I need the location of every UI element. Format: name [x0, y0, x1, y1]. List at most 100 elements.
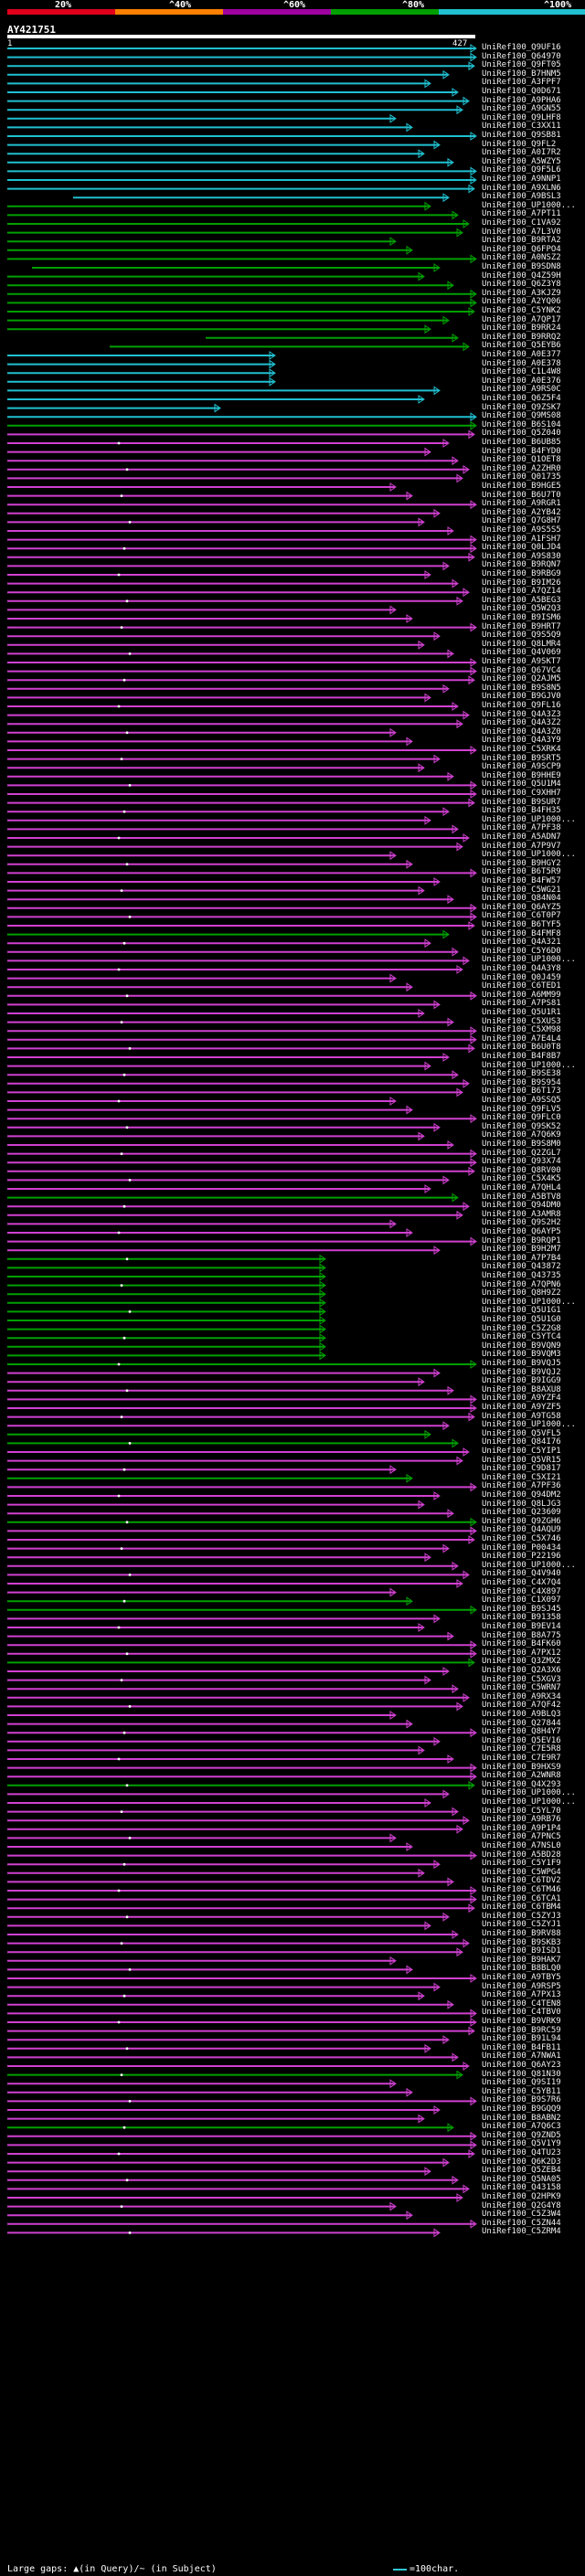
hit-label[interactable]: UniRef100_A9TG58	[482, 1411, 561, 1421]
hit-label[interactable]: UniRef100_C5YL70	[482, 1806, 561, 1816]
hit-label[interactable]: UniRef100_Q9FLC0	[482, 1113, 561, 1123]
hit-label[interactable]: UniRef100_Q9ZGH6	[482, 1516, 561, 1526]
hit-label[interactable]: UniRef100_A9TBY5	[482, 1973, 561, 1982]
hit-label[interactable]: UniRef100_Q9LHF8	[482, 112, 561, 122]
hit-label[interactable]: UniRef100_B9RTA2	[482, 236, 561, 246]
hit-label[interactable]: UniRef100_C5XRK4	[482, 745, 561, 754]
hit-label[interactable]: UniRef100_Q5U1R1	[482, 1008, 561, 1017]
hit-label[interactable]: UniRef100_UP1000...	[482, 1060, 576, 1070]
hit-label[interactable]: UniRef100_C5Z2G8	[482, 1323, 561, 1333]
hit-label[interactable]: UniRef100_Q81N30	[482, 2069, 561, 2079]
hit-label[interactable]: UniRef100_P22196	[482, 1552, 561, 1562]
hit-label[interactable]: UniRef100_Q43735	[482, 1271, 561, 1280]
hit-label[interactable]: UniRef100_A3KJZ9	[482, 288, 561, 298]
hit-label[interactable]: UniRef100_A7NWA1	[482, 2051, 561, 2062]
hit-label[interactable]: UniRef100_B8AXU8	[482, 1384, 561, 1394]
hit-label[interactable]: UniRef100_C4X7Q4	[482, 1578, 561, 1587]
hit-label[interactable]: UniRef100_A7QP17	[482, 314, 561, 324]
hit-label[interactable]: UniRef100_B9SRT5	[482, 753, 561, 763]
hit-label[interactable]: UniRef100_Q6AYZ5	[482, 902, 561, 912]
hit-label[interactable]: UniRef100_Q9FLV5	[482, 1104, 561, 1114]
hit-label[interactable]: UniRef100_A7QHL4	[482, 1183, 561, 1193]
hit-label[interactable]: UniRef100_C5YIP1	[482, 1447, 561, 1456]
hit-label[interactable]: UniRef100_A7P7B4	[482, 1253, 561, 1263]
hit-label[interactable]: UniRef100_Q4TU23	[482, 2148, 561, 2157]
hit-label[interactable]: UniRef100_Q84N04	[482, 894, 561, 904]
hit-label[interactable]: UniRef100_Q67VC4	[482, 665, 561, 675]
hit-label[interactable]: UniRef100_Q5VR15	[482, 1455, 561, 1465]
hit-label[interactable]: UniRef100_B8BLQ0	[482, 1964, 561, 1974]
hit-label[interactable]: UniRef100_A5ADN7	[482, 832, 561, 842]
hit-label[interactable]: UniRef100_Q5EV16	[482, 1735, 561, 1745]
hit-label[interactable]: UniRef100_B4FMF8	[482, 928, 561, 938]
hit-label[interactable]: UniRef100_C5YTC4	[482, 1332, 561, 1342]
hit-label[interactable]: UniRef100_A0E378	[482, 358, 561, 368]
hit-label[interactable]: UniRef100_A7PX13	[482, 1990, 561, 2000]
hit-label[interactable]: UniRef100_Q9SK52	[482, 1121, 561, 1131]
hit-label[interactable]: UniRef100_C5WPG4	[482, 1867, 561, 1877]
hit-label[interactable]: UniRef100_A7PNC5	[482, 1832, 561, 1842]
hit-label[interactable]: UniRef100_B9VQJ5	[482, 1359, 561, 1368]
hit-label[interactable]: UniRef100_C1L4W8	[482, 367, 561, 377]
hit-label[interactable]: UniRef100_Q9SI19	[482, 2078, 561, 2088]
hit-label[interactable]: UniRef100_A9BLQ3	[482, 1710, 561, 1719]
hit-label[interactable]: UniRef100_B91L94	[482, 2034, 561, 2044]
hit-label[interactable]: UniRef100_A5BD28	[482, 1850, 561, 1860]
hit-label[interactable]: UniRef100_C5YNK2	[482, 306, 561, 315]
hit-label[interactable]: UniRef100_C5ZRM4	[482, 2227, 561, 2237]
hit-label[interactable]: UniRef100_Q3ZMX2	[482, 1657, 561, 1667]
hit-label[interactable]: UniRef100_Q4A321	[482, 938, 561, 948]
hit-label[interactable]: UniRef100_C5Y6D0	[482, 946, 561, 956]
hit-label[interactable]: UniRef100_Q9F5L6	[482, 165, 561, 175]
hit-label[interactable]: UniRef100_P00434	[482, 1542, 561, 1553]
hit-label[interactable]: UniRef100_C4TBV0	[482, 2008, 561, 2018]
hit-label[interactable]: UniRef100_B6S104	[482, 419, 561, 429]
hit-label[interactable]: UniRef100_Q4A3Y8	[482, 964, 561, 973]
hit-label[interactable]: UniRef100_A7QZ14	[482, 587, 561, 597]
hit-label[interactable]: UniRef100_B9RQN7	[482, 560, 561, 570]
hit-label[interactable]: UniRef100_A2WNR8	[482, 1771, 561, 1781]
hit-label[interactable]: UniRef100_Q2ZGL7	[482, 1148, 561, 1158]
hit-label[interactable]: UniRef100_Q4V940	[482, 1569, 561, 1579]
hit-label[interactable]: UniRef100_C9D817	[482, 1464, 561, 1474]
hit-label[interactable]: UniRef100_Q43158	[482, 2183, 561, 2193]
hit-label[interactable]: UniRef100_C5YB11	[482, 2086, 561, 2096]
hit-label[interactable]: UniRef100_B7HNM5	[482, 69, 561, 79]
hit-label[interactable]: UniRef100_A7QF42	[482, 1701, 561, 1711]
hit-label[interactable]: UniRef100_UP1000...	[482, 1797, 576, 1807]
hit-label[interactable]: UniRef100_C7E5R8	[482, 1744, 561, 1754]
hit-label[interactable]: UniRef100_A0E377	[482, 350, 561, 359]
hit-label[interactable]: UniRef100_UP1000...	[482, 850, 576, 860]
hit-label[interactable]: UniRef100_Q6FPO4	[482, 244, 561, 254]
hit-label[interactable]: UniRef100_Q6K2D3	[482, 2157, 561, 2167]
hit-label[interactable]: UniRef100_A5BTV8	[482, 1192, 561, 1202]
hit-label[interactable]: UniRef100_B6T173	[482, 1087, 561, 1097]
hit-label[interactable]: UniRef100_Q5W2Q3	[482, 604, 561, 614]
hit-label[interactable]: UniRef100_B9VQN9	[482, 1341, 561, 1351]
hit-label[interactable]: UniRef100_A2ZHR0	[482, 463, 561, 473]
hit-label[interactable]: UniRef100_C1X097	[482, 1595, 561, 1606]
hit-label[interactable]: UniRef100_C6TCA1	[482, 1893, 561, 1903]
hit-label[interactable]: UniRef100_C9XHH7	[482, 789, 561, 798]
hit-label[interactable]: UniRef100_Q9SB81	[482, 131, 561, 140]
hit-label[interactable]: UniRef100_A3FPF7	[482, 78, 561, 88]
hit-label[interactable]: UniRef100_B6UB85	[482, 438, 561, 447]
hit-label[interactable]: UniRef100_B9RC59	[482, 2025, 561, 2035]
hit-label[interactable]: UniRef100_B9RQP1	[482, 1235, 561, 1246]
hit-label[interactable]: UniRef100_C5ZYJ3	[482, 1911, 561, 1921]
hit-label[interactable]: UniRef100_Q8RV00	[482, 1165, 561, 1175]
hit-label[interactable]: UniRef100_Q0D671	[482, 87, 561, 96]
hit-label[interactable]: UniRef100_UP1000...	[482, 1560, 576, 1570]
hit-label[interactable]: UniRef100_Q01735	[482, 472, 561, 482]
hit-label[interactable]: UniRef100_UP1000...	[482, 1420, 576, 1430]
hit-label[interactable]: UniRef100_A7NSL0	[482, 1841, 561, 1850]
hit-label[interactable]: UniRef100_C5XGV3	[482, 1674, 561, 1684]
hit-label[interactable]: UniRef100_B9HRT7	[482, 621, 561, 631]
hit-label[interactable]: UniRef100_A9GN55	[482, 104, 561, 114]
hit-label[interactable]: UniRef100_B91358	[482, 1613, 561, 1623]
hit-label[interactable]: UniRef100_Q6AYP5	[482, 1227, 561, 1236]
hit-label[interactable]: UniRef100_C4TEN8	[482, 1998, 561, 2009]
hit-label[interactable]: UniRef100_Q5VFL5	[482, 1428, 561, 1438]
hit-label[interactable]: UniRef100_A7Q6K9	[482, 1130, 561, 1140]
hit-label[interactable]: UniRef100_Q93X74	[482, 1157, 561, 1167]
